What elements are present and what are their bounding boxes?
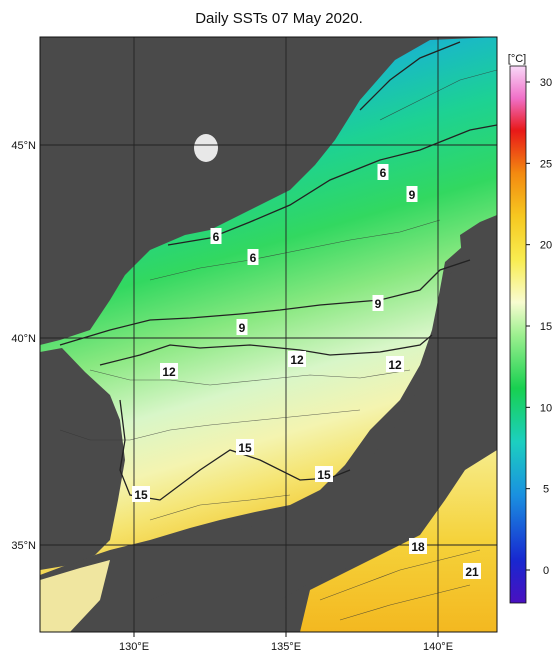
contour-label-box (406, 186, 418, 202)
lat-tick-45: 45°N (11, 140, 36, 152)
contour-label: 6 (250, 251, 257, 265)
contour-label-box (463, 563, 481, 579)
honshu-island (160, 245, 497, 615)
contour-label-box (247, 249, 259, 265)
contour-label-box (372, 295, 384, 311)
contour-label: 21 (465, 565, 479, 579)
contour-label: 15 (134, 488, 148, 502)
contour-label-box (132, 486, 150, 502)
lake-khanka (194, 134, 218, 162)
colorbar-tick-label: 20 (540, 240, 552, 252)
contour-label-box (386, 356, 404, 372)
contour-label-box (377, 164, 389, 180)
contour-lines (59, 41, 497, 501)
shikoku-island (235, 605, 300, 632)
colorbar: [°C] 30 25 20 15 10 5 0 (508, 53, 552, 604)
contour-label: 18 (411, 540, 425, 554)
contour-label: 15 (238, 441, 252, 455)
hokkaido-island (460, 215, 497, 270)
latitude-ticks: 45°N 40°N 35°N (11, 140, 36, 552)
lon-tick-140: 140°E (423, 641, 453, 653)
contour-label: 9 (375, 297, 382, 311)
lon-tick-135: 135°E (271, 641, 301, 653)
colorbar-unit: [°C] (508, 53, 526, 65)
east-china-sea (40, 560, 110, 632)
pacific-warm-water (300, 450, 497, 632)
lat-tick-35: 35°N (11, 540, 36, 552)
lat-tick-40: 40°N (11, 333, 36, 345)
contour-label: 6 (213, 230, 220, 244)
contour-label: 9 (409, 188, 416, 202)
colorbar-tick-label: 5 (543, 484, 549, 496)
longitude-ticks: 130°E 135°E 140°E (119, 632, 453, 653)
contour-label-box (315, 466, 333, 482)
contour-label-box (160, 363, 178, 379)
colorbar-scale (509, 65, 527, 604)
contour-label-box (236, 439, 254, 455)
contour-label-box (288, 351, 306, 367)
contour-label-box (409, 538, 427, 554)
contour-label-box (236, 319, 248, 335)
colorbar-tick-label: 10 (540, 402, 552, 414)
colorbar-tick-label: 15 (540, 321, 552, 333)
lon-tick-130: 130°E (119, 641, 149, 653)
map-frame (39, 36, 498, 633)
colorbar-tick-label: 0 (543, 565, 549, 577)
colorbar-tick-label: 30 (540, 77, 552, 89)
map-title: Daily SSTs 07 May 2020. (195, 10, 363, 27)
kyushu-island (150, 590, 210, 632)
contour-label-box (210, 228, 222, 244)
contour-label: 9 (239, 321, 246, 335)
contour-labels: 6 6 6 9 9 9 12 12 12 15 15 15 18 21 (132, 164, 481, 579)
contour-label: 12 (162, 365, 176, 379)
contour-label: 15 (317, 468, 331, 482)
colorbar-tick-label: 25 (540, 158, 552, 170)
contour-label: 6 (380, 166, 387, 180)
contour-label: 12 (290, 353, 304, 367)
contour-label: 12 (388, 358, 402, 372)
korean-peninsula (40, 348, 125, 570)
